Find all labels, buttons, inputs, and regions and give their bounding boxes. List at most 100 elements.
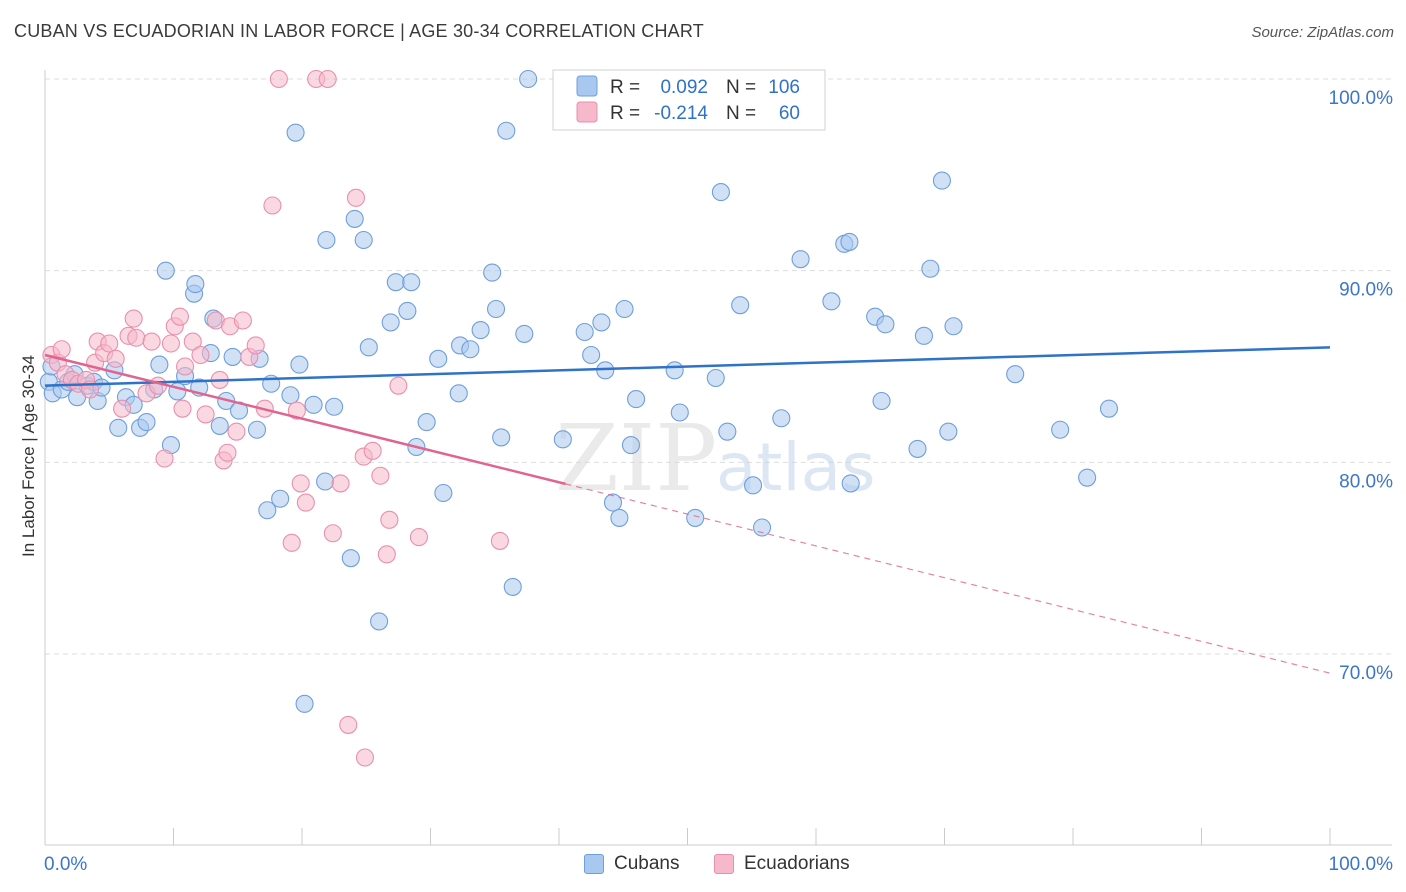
chart-title: CUBAN VS ECUADORIAN IN LABOR FORCE | AGE… — [14, 21, 704, 41]
cubans-point-90 — [822, 292, 841, 311]
cubans-point-41 — [304, 395, 323, 414]
cubans-point-34 — [258, 501, 277, 520]
legend-label-cubans: Cubans — [614, 853, 680, 874]
y-tick-labels: 100.0% 90.0% 80.0% 70.0% — [1329, 88, 1394, 684]
cubans-point-50 — [381, 313, 400, 332]
cubans-point-65 — [497, 121, 516, 140]
legend-r-value-cubans: 0.092 — [660, 77, 708, 98]
cubans-point-37 — [281, 386, 300, 405]
cubans-point-12 — [109, 418, 128, 437]
cubans-point-74 — [603, 493, 623, 512]
cubans-point-89 — [791, 250, 810, 269]
ecuadorians-point-53 — [377, 545, 396, 564]
cubans-point-83 — [711, 183, 730, 202]
cubans-point-106 — [1099, 399, 1119, 418]
cubans-point-58 — [449, 384, 468, 403]
ecuadorians-point-48 — [346, 188, 366, 207]
cubans-point-49 — [370, 612, 389, 631]
y-axis-label: In Labor Force | Age 30-34 — [19, 355, 38, 557]
cubans-point-18 — [150, 355, 169, 374]
cubans-point-38 — [286, 123, 305, 142]
cubans-point-63 — [486, 299, 506, 319]
cubans-point-71 — [582, 345, 601, 365]
watermark-zip: ZIP — [555, 405, 717, 512]
cubans-point-52 — [398, 301, 417, 320]
cubans-point-39 — [290, 355, 309, 374]
legend-swatch-ecuadorians-bottom — [714, 854, 734, 874]
cubans-point-62 — [483, 263, 502, 282]
cubans-point-81 — [686, 508, 705, 527]
ecuadorians-point-39 — [282, 533, 301, 552]
trend-line-ecuadorians-extension — [565, 483, 1331, 674]
cubans-point-68 — [519, 69, 538, 89]
ecuadorians-point-55 — [389, 376, 408, 395]
ecuadorians-point-59 — [173, 399, 192, 418]
y-tick-label-100: 100.0% — [1329, 88, 1394, 109]
cubans-point-47 — [354, 230, 373, 250]
legend-n-label-cubans: N = — [726, 77, 756, 98]
legend-r-value-ecuadorians: -0.214 — [654, 103, 708, 124]
cubans-point-77 — [621, 436, 641, 455]
cubans-point-78 — [627, 390, 646, 409]
cubans-point-69 — [553, 430, 572, 449]
cubans-point-99 — [921, 259, 940, 278]
ecuadorians-point-32 — [227, 422, 246, 441]
ecuadorians-point-26 — [191, 345, 210, 365]
cubans-point-48 — [359, 338, 378, 357]
ecuadorians-point-52 — [371, 466, 390, 485]
legend-r-label-cubans: R = — [610, 77, 640, 98]
ecuadorians-point-18 — [142, 332, 161, 351]
legend-item-cubans[interactable]: Cubans — [584, 851, 680, 877]
cubans-point-85 — [731, 296, 750, 315]
cubans-point-102 — [944, 317, 963, 336]
ecuadorians-point-38 — [269, 69, 288, 89]
series-cubans — [39, 69, 1119, 713]
x-tick-label-min: 0.0% — [44, 854, 87, 875]
ecuadorians-point-35 — [246, 336, 265, 355]
ecuadorians-point-45 — [323, 524, 342, 543]
cubans-point-44 — [325, 397, 344, 416]
legend-n-value-cubans: 106 — [768, 77, 800, 98]
cubans-point-60 — [461, 340, 480, 359]
source-label: Source: ZipAtlas.com — [1251, 24, 1394, 41]
legend-swatch-ecuadorians — [576, 101, 598, 123]
legend-swatch-cubans-bottom — [584, 854, 604, 874]
legend-r-label-ecuadorians: R = — [610, 103, 640, 124]
cubans-point-80 — [670, 403, 689, 422]
trend-line-cubans — [44, 346, 1331, 387]
cubans-point-67 — [515, 324, 534, 343]
ecuadorians-point-24 — [176, 357, 195, 376]
cubans-point-45 — [341, 549, 360, 568]
cubans-point-30 — [223, 347, 242, 366]
legend-item-ecuadorians[interactable]: Ecuadorians — [714, 851, 850, 877]
cubans-point-51 — [386, 273, 405, 292]
cubans-point-24 — [186, 275, 205, 294]
legend-label-ecuadorians: Ecuadorians — [744, 853, 850, 874]
cubans-point-87 — [752, 518, 772, 537]
cubans-point-101 — [939, 422, 958, 441]
x-tick-labels: 0.0% 100.0% — [44, 854, 1393, 875]
legend-swatch-cubans — [576, 75, 598, 97]
cubans-point-96 — [876, 315, 895, 334]
x-tick-label-max: 100.0% — [1329, 854, 1394, 875]
ecuadorians-point-41 — [291, 474, 310, 493]
cubans-point-72 — [592, 313, 611, 332]
ecuadorians-point-21 — [161, 334, 180, 353]
cubans-point-36 — [271, 489, 290, 508]
cubans-point-70 — [575, 322, 594, 342]
cubans-point-55 — [417, 413, 436, 432]
cubans-point-100 — [932, 171, 951, 190]
cubans-point-64 — [492, 428, 511, 447]
ecuadorians-point-47 — [339, 715, 358, 734]
cubans-point-105 — [1078, 468, 1097, 487]
ecuadorians-point-20 — [155, 449, 174, 468]
cubans-point-104 — [1051, 420, 1070, 439]
legend-bottom: Cubans Ecuadorians — [0, 851, 1406, 877]
series-ecuadorians — [42, 69, 509, 767]
watermark-atlas: atlas — [716, 429, 876, 506]
legend-n-label-ecuadorians: N = — [726, 103, 756, 124]
y-tick-label-70: 70.0% — [1339, 663, 1393, 684]
ecuadorians-point-40 — [287, 401, 306, 420]
cubans-point-88 — [772, 409, 791, 428]
